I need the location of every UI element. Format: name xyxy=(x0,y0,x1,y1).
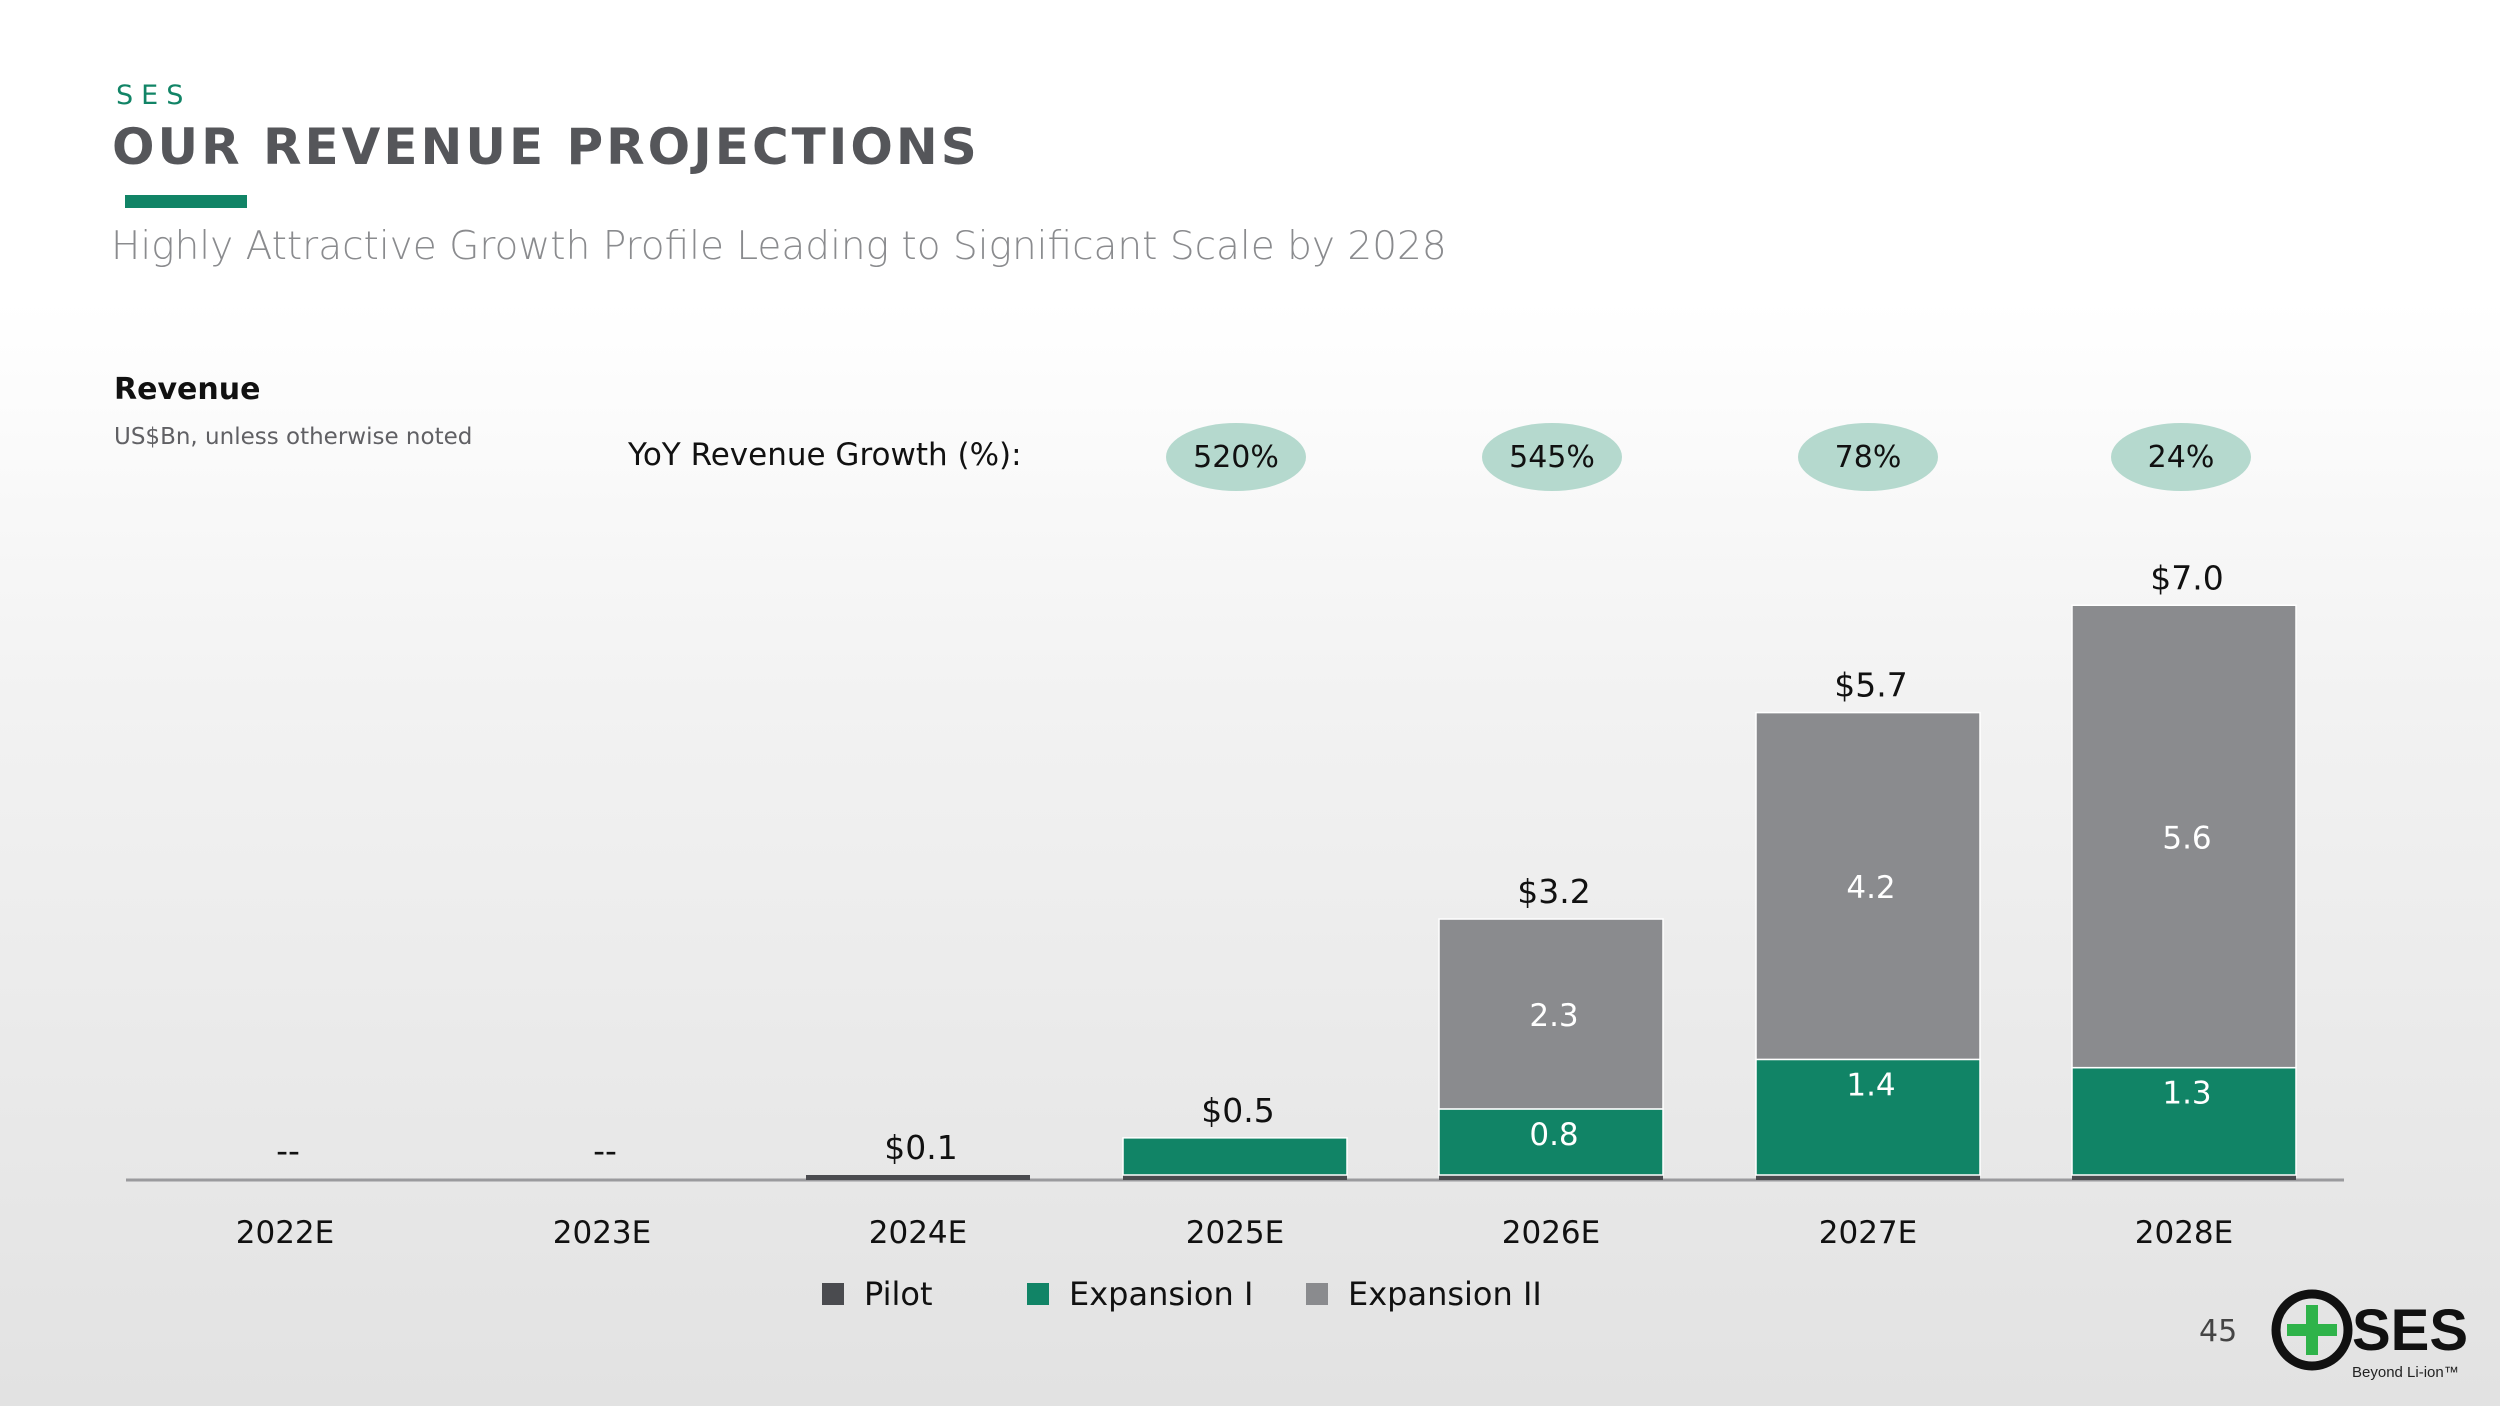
legend-label-expansion-2: Expansion II xyxy=(1348,1275,1542,1313)
segment-label-expansion-ii-2026E: 2.3 xyxy=(1529,998,1578,1034)
x-tick-label-2022E: 2022E xyxy=(236,1215,334,1251)
legend-swatch-expansion-2 xyxy=(1306,1283,1328,1305)
segment-label-expansion-ii-2027E: 4.2 xyxy=(1846,870,1895,906)
segment-label-expansion-i-2028E: 1.3 xyxy=(2162,1076,2211,1112)
bar-pilot-2025E xyxy=(1123,1175,1347,1180)
company-eyebrow: SES xyxy=(116,80,192,111)
x-tick-label-2028E: 2028E xyxy=(2135,1215,2233,1251)
page-subtitle: Highly Attractive Growth Profile Leading… xyxy=(111,224,1447,269)
bar-expansion-i-2028E xyxy=(2071,1066,2297,1176)
yoy-growth-label: YoY Revenue Growth (%): xyxy=(628,437,1022,473)
logo-wordmark: SES xyxy=(2352,1298,2468,1363)
segment-label-expansion-i-2027E: 1.4 xyxy=(1846,1067,1895,1103)
x-tick-label-2026E: 2026E xyxy=(1502,1215,1600,1251)
legend-label-pilot: Pilot xyxy=(864,1275,933,1313)
x-tick-label-2025E: 2025E xyxy=(1186,1215,1284,1251)
total-label-2023E: -- xyxy=(593,1131,617,1170)
page-number: 45 xyxy=(2199,1314,2238,1349)
legend-swatch-pilot xyxy=(822,1283,844,1305)
bar-expansion-ii-2027E xyxy=(1755,711,1981,1061)
total-label-2025E: $0.5 xyxy=(1201,1091,1274,1130)
title-accent-bar xyxy=(125,195,247,208)
logo-ring-icon xyxy=(2271,1289,2353,1371)
logo-tagline: Beyond Li-ion™ xyxy=(2352,1364,2459,1381)
revenue-heading: Revenue xyxy=(114,372,261,407)
yoy-pill-2028: 24% xyxy=(2111,423,2251,491)
segment-label-expansion-ii-2028E: 5.6 xyxy=(2162,820,2211,856)
bar-expansion-ii-2028E xyxy=(2071,604,2297,1069)
x-tick-label-2024E: 2024E xyxy=(869,1215,967,1251)
page-title: OUR REVENUE PROJECTIONS xyxy=(112,118,980,176)
yoy-pill-2026: 545% xyxy=(1482,423,1622,491)
legend-item-expansion-1: Expansion I xyxy=(1027,1275,1253,1313)
legend-item-pilot: Pilot xyxy=(822,1275,933,1313)
total-label-2026E: $3.2 xyxy=(1517,872,1590,911)
ses-logo: SES Beyond Li-ion™ xyxy=(2271,1289,2468,1381)
bar-expansion-i-2026E xyxy=(1438,1108,1664,1176)
bar-pilot-2026E xyxy=(1439,1175,1663,1180)
yoy-pill-2027: 78% xyxy=(1798,423,1938,491)
total-label-2024E: $0.1 xyxy=(884,1128,957,1167)
legend-label-expansion-1: Expansion I xyxy=(1069,1275,1254,1313)
bar-pilot-2027E xyxy=(1756,1175,1980,1180)
total-label-2028E: $7.0 xyxy=(2150,558,2223,597)
x-tick-label-2027E: 2027E xyxy=(1819,1215,1917,1251)
bar-expansion-i-2025E xyxy=(1122,1137,1348,1176)
legend-item-expansion-2: Expansion II xyxy=(1306,1275,1542,1313)
legend-swatch-expansion-1 xyxy=(1027,1283,1049,1305)
segment-label-expansion-i-2026E: 0.8 xyxy=(1529,1117,1578,1153)
bar-expansion-ii-2026E xyxy=(1438,918,1664,1110)
total-label-2027E: $5.7 xyxy=(1834,666,1907,705)
bar-expansion-i-2027E xyxy=(1755,1058,1981,1176)
yoy-pill-2025: 520% xyxy=(1166,423,1306,491)
bar-pilot-2028E xyxy=(2072,1175,2296,1180)
logo-plus-horizontal xyxy=(2287,1324,2337,1336)
revenue-units-note: US$Bn, unless otherwise noted xyxy=(114,424,473,450)
bar-pilot-2024E xyxy=(806,1175,1030,1180)
total-label-2022E: -- xyxy=(276,1131,300,1170)
x-tick-label-2023E: 2023E xyxy=(553,1215,651,1251)
